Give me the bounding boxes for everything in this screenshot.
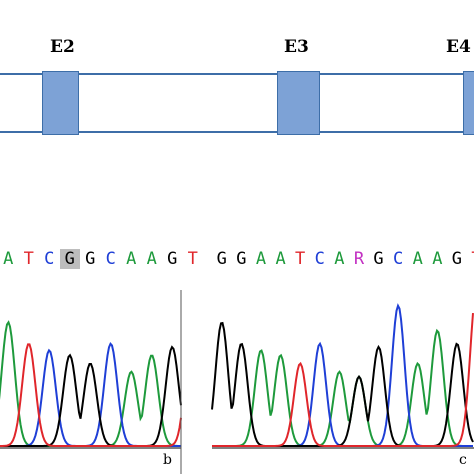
base-call-c-3: A bbox=[275, 249, 286, 269]
base-call-c-4: T bbox=[295, 249, 306, 269]
exon-box-e3 bbox=[277, 71, 320, 135]
base-call-c-6: A bbox=[334, 249, 345, 269]
base-call-c-5: C bbox=[314, 249, 325, 269]
exon-box-e2 bbox=[42, 71, 79, 135]
base-call-c-7: R bbox=[353, 249, 365, 269]
base-call-b-1: T bbox=[23, 249, 34, 269]
base-call-c-2: A bbox=[255, 249, 267, 269]
base-call-c-13: T bbox=[467, 249, 474, 269]
sequence-panel-c: GGAATCARGCAAGT bbox=[212, 244, 474, 274]
base-call-b-0: A bbox=[3, 249, 14, 269]
chromatogram-c bbox=[211, 303, 474, 447]
trace-c-T bbox=[212, 313, 474, 447]
base-call-b-2: C bbox=[44, 249, 55, 269]
exon-box-e4 bbox=[463, 71, 474, 135]
base-call-b-6: A bbox=[126, 249, 137, 269]
base-call-b-5: C bbox=[105, 249, 116, 269]
base-call-c-9: C bbox=[393, 249, 404, 269]
trace-c-C bbox=[212, 303, 473, 447]
trace-b-A bbox=[0, 320, 181, 447]
base-call-b-7: A bbox=[146, 249, 157, 269]
base-call-b-9: T bbox=[187, 249, 198, 269]
chromatogram-b bbox=[0, 320, 182, 447]
exon-label-e3: E3 bbox=[284, 37, 309, 57]
panel-letter-c: c bbox=[459, 452, 467, 468]
trace-b-T bbox=[0, 343, 182, 447]
base-call-c-1: G bbox=[236, 249, 247, 269]
trace-c-A bbox=[212, 328, 473, 447]
panel-letter-b: b bbox=[163, 452, 172, 468]
base-call-c-11: A bbox=[432, 249, 443, 269]
base-call-b-4: G bbox=[85, 249, 96, 269]
base-call-c-12: G bbox=[451, 249, 463, 269]
base-call-c-0: G bbox=[216, 249, 227, 269]
base-call-b-3: G bbox=[59, 249, 80, 269]
exon-label-e4: E4 bbox=[446, 37, 471, 57]
base-call-b-8: G bbox=[167, 249, 178, 269]
exon-label-e2: E2 bbox=[50, 37, 75, 57]
base-call-c-10: A bbox=[412, 249, 423, 269]
base-call-c-8: G bbox=[373, 249, 384, 269]
